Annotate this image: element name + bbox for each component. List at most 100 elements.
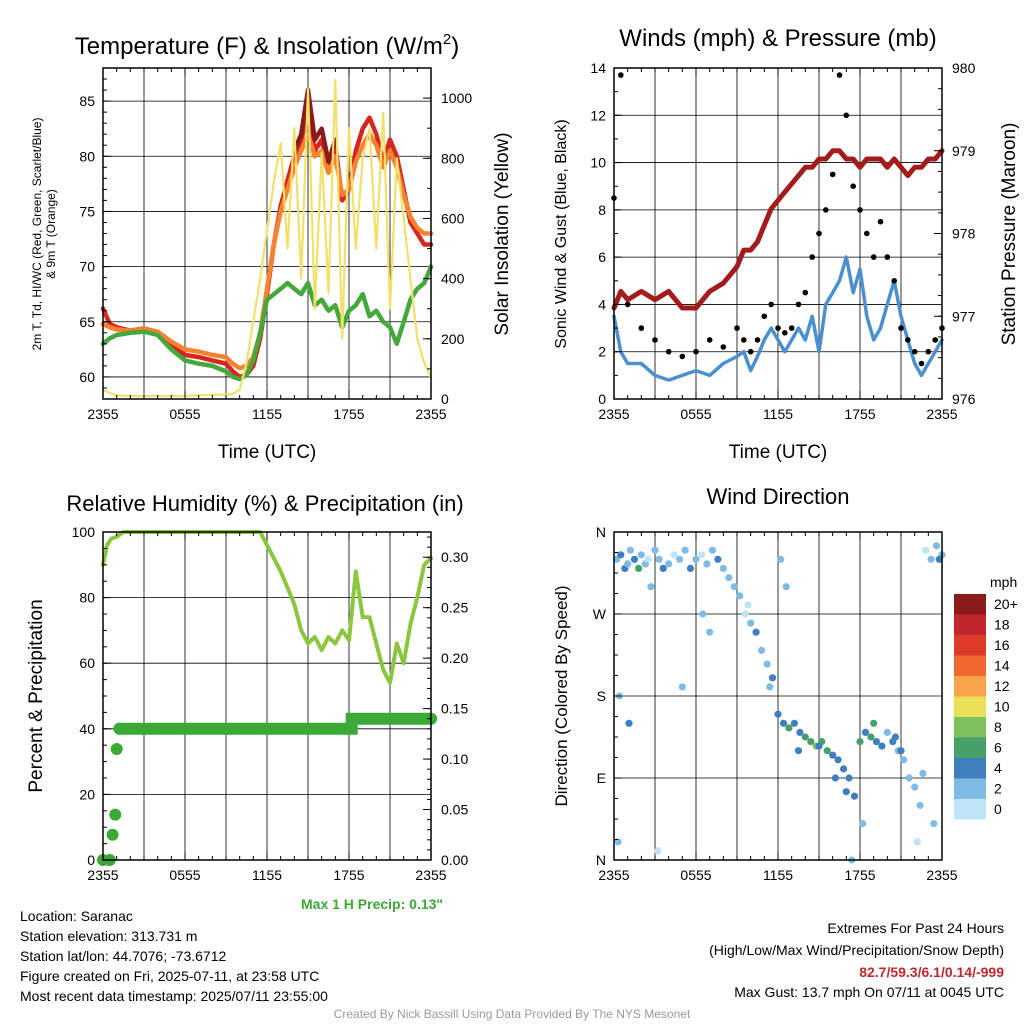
y-tick-label: 8 (598, 202, 606, 218)
wind-direction-point (872, 738, 881, 746)
recent-timestamp: Most recent data timestamp: 2025/07/11 2… (20, 988, 328, 1004)
winds-series (611, 72, 945, 382)
wind-direction-point (654, 847, 662, 855)
y-right-tick-label: 977 (952, 308, 976, 324)
wind-direction-point (829, 751, 837, 759)
series-line-hi-wc (292, 87, 338, 165)
wind-direction-point (794, 747, 803, 755)
gust-point (734, 325, 740, 331)
humidity-ticks: 2355 0555 1155 1755 23550204060801000.000.05… (72, 524, 469, 883)
gust-point (932, 337, 938, 343)
y-right-tick-label: 0.00 (441, 852, 468, 868)
wind-direction-point (883, 728, 891, 737)
x-tick-label: 2355 (415, 406, 446, 422)
x-tick-label: 1755 (333, 867, 364, 883)
wind-direction-point (747, 619, 755, 627)
gust-point (816, 230, 822, 237)
wind-direction-point (777, 555, 785, 563)
gust-point (768, 301, 774, 308)
extremes-subtitle: (High/Low/Max Wind/Precipitation/Snow De… (709, 942, 1004, 958)
wind-direction-point (617, 551, 625, 559)
wind-direction-point (730, 583, 738, 591)
legend-swatch (954, 635, 986, 656)
temperature-grid (103, 68, 431, 399)
wind-direction-point (714, 555, 722, 563)
wind-direction-point (626, 546, 635, 554)
wind-direction-point (916, 801, 924, 809)
legend-swatch (954, 737, 986, 758)
legend-label: 20+ (994, 596, 1018, 612)
y-right-tick-label: 200 (441, 331, 465, 347)
gust-point (665, 348, 672, 355)
series-line-sonic-wind (612, 255, 944, 382)
gust-point (857, 207, 863, 213)
legend-label: 0 (994, 801, 1002, 817)
winds-ticks: 2355 0555 1155 1755 235502468101214976977978… (590, 60, 975, 422)
wind-direction-point (625, 719, 633, 727)
wind-direction-point (905, 774, 913, 782)
wind-direction-point (681, 546, 689, 554)
gust-point (870, 254, 877, 260)
wind-direction-point (719, 564, 727, 573)
extremes-values: 82.7/59.3/6.1/0.14/-999 (859, 964, 1004, 980)
y-tick-label: 20 (79, 786, 95, 802)
y-right-tick-label: 1000 (441, 90, 472, 106)
wind-direction-point (831, 774, 840, 782)
temperature-series (100, 78, 434, 398)
legend-label: 18 (994, 617, 1010, 633)
temperature-ylabel: 2m T, Td, HI/WC (Red, Green, Scarlet/Blu… (30, 118, 58, 351)
wind-direction-point (845, 774, 853, 782)
wind-direction-grid (614, 532, 942, 860)
humidity-ylabel: Percent & Precipitation (26, 599, 47, 792)
gust-point (809, 254, 815, 260)
x-tick-label: 0555 (680, 406, 711, 422)
legend-label: 6 (994, 740, 1002, 756)
gust-point (877, 218, 884, 225)
y-right-tick-label: 800 (441, 150, 465, 166)
wind-direction-point (708, 546, 717, 554)
y-right-tick-label: 600 (441, 210, 465, 226)
gust-point (720, 344, 727, 350)
y-right-tick-label: 0.30 (441, 549, 468, 565)
x-tick-label: 1155 (763, 406, 793, 422)
temperature-chart: Temperature (F) & Insolation (W/m2) 2355… (30, 31, 513, 463)
wind-direction-point (861, 728, 870, 737)
y-right-tick-label: 0.25 (441, 600, 468, 616)
gust-point (618, 72, 624, 78)
x-tick-label: 2355 (415, 867, 446, 883)
gust-point (693, 348, 699, 355)
gust-point (829, 171, 836, 178)
wind-direction-point (665, 560, 673, 568)
gust-point (884, 254, 891, 260)
wind-direction-point (686, 564, 695, 573)
series-line-station-pressure (611, 148, 945, 311)
wind-direction-point (930, 820, 938, 828)
gust-point (802, 289, 809, 296)
wind-direction-point (834, 756, 842, 764)
legend-label: 12 (994, 678, 1010, 694)
y-tick-label: 2 (598, 344, 606, 360)
wind-direction-point (919, 769, 927, 778)
wind-direction-point (878, 742, 886, 750)
wind-direction-point (932, 542, 941, 550)
y-tick-label: 100 (72, 524, 96, 540)
wind-direction-point (637, 551, 645, 559)
x-tick-label: 1155 (252, 406, 282, 422)
y-tick-label: 12 (590, 107, 606, 123)
y-right-tick-label: 400 (441, 271, 465, 287)
wind-direction-point (935, 555, 943, 563)
wind-direction-point (842, 788, 850, 796)
y-tick-label: S (597, 688, 606, 704)
y-right-tick-label: 979 (952, 143, 976, 159)
x-tick-label: 2355 (598, 867, 629, 883)
x-tick-label: 0555 (169, 867, 200, 883)
gust-point (788, 325, 795, 331)
y-tick-label: 0 (598, 391, 606, 407)
wind-direction-title: Wind Direction (706, 484, 849, 509)
gust-point (706, 337, 713, 343)
y-tick-label: E (597, 770, 606, 786)
wind-direction-point (774, 710, 782, 718)
legend-label: 16 (994, 637, 1010, 653)
